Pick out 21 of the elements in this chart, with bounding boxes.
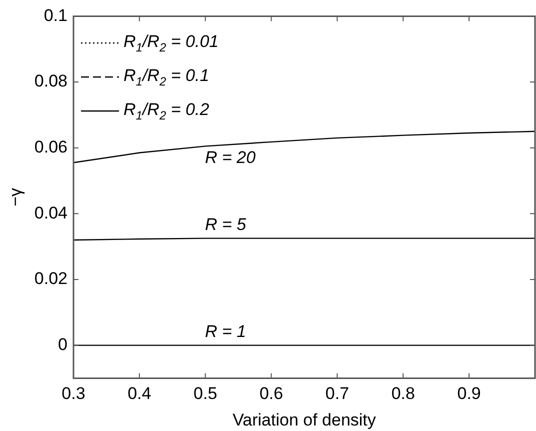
x-tick-label: 0.6 [259, 384, 284, 404]
x-tick-label: 0.7 [325, 384, 350, 404]
y-tick-label: 0.06 [34, 138, 68, 157]
y-tick-label: 0.04 [34, 203, 68, 222]
x-tick-label: 0.5 [194, 384, 218, 404]
y-tick-label: 0.1 [44, 6, 68, 25]
y-tick-label: 0 [58, 334, 68, 354]
y-tick-label: 0.08 [34, 72, 68, 91]
legend-label: R$_{1}$/R$_{2}$ = 0.01 [123, 32, 219, 54]
x-tick-label: 0.9 [457, 384, 481, 404]
y-tick-label: 0.02 [34, 269, 68, 288]
legend-label: R$_{1}$/R$_{2}$ = 0.2 [123, 100, 210, 122]
annotation: R = 20 [205, 148, 256, 167]
annotation: R = 1 [205, 322, 246, 342]
legend-label: R$_{1}$/R$_{2}$ = 0.1 [123, 66, 210, 88]
x-tick-label: 0.8 [391, 384, 415, 404]
y-axis-title: −γ [6, 187, 25, 206]
annotation: R = 5 [205, 215, 247, 234]
x-tick-label: 0.3 [62, 384, 86, 404]
x-tick-label: 0.4 [128, 384, 152, 404]
x-axis-title: Variation of density [232, 410, 376, 430]
